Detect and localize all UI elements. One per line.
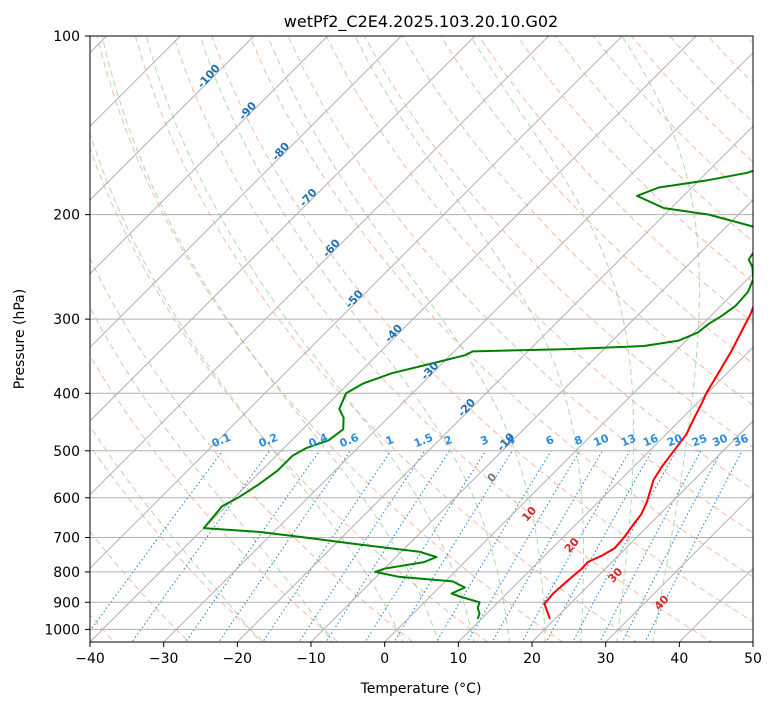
x-axis-ticks: −40 −30 −20 −10 0 10 20 30 40 50 bbox=[75, 642, 762, 667]
dry-adiabat bbox=[325, 36, 753, 491]
x-tick-label: 20 bbox=[523, 651, 541, 667]
x-tick-label: 10 bbox=[449, 651, 467, 667]
dry-adiabat bbox=[134, 36, 638, 642]
isotherm-line bbox=[383, 272, 753, 642]
mixing-ratio-label: 25 bbox=[690, 432, 709, 450]
mixing-ratio-label: 3 bbox=[478, 433, 490, 448]
y-tick-label: 400 bbox=[53, 386, 80, 402]
moist-adiabat bbox=[90, 425, 261, 642]
mixing-ratio-label: 2 bbox=[442, 433, 454, 448]
y-axis-label: Pressure (hPa) bbox=[12, 289, 28, 389]
x-axis-label: Temperature (°C) bbox=[360, 681, 482, 697]
isotherm-line bbox=[604, 493, 753, 642]
plot-frame bbox=[89, 35, 754, 643]
dry-adiabat bbox=[287, 36, 753, 534]
moist-adiabat bbox=[199, 36, 510, 642]
isotherm-line bbox=[90, 36, 403, 349]
mixing-ratio-label: 36 bbox=[731, 432, 750, 450]
dewpoint-profile-line bbox=[202, 169, 753, 620]
x-tick-label: −10 bbox=[296, 651, 326, 667]
x-tick-label: −20 bbox=[223, 651, 253, 667]
mixing-ratio-label: 10 bbox=[592, 432, 611, 450]
y-tick-label: 900 bbox=[53, 595, 80, 611]
y-tick-label: 700 bbox=[53, 531, 80, 547]
mixing-ratio-label: 20 bbox=[665, 432, 684, 450]
dry-adiabat bbox=[90, 146, 489, 642]
temperature-profile-line bbox=[543, 304, 753, 620]
dry-adiabat bbox=[90, 444, 265, 642]
isotherm-line bbox=[310, 199, 753, 642]
mixing-ratio-label: 30 bbox=[711, 432, 730, 450]
moist-adiabat bbox=[90, 132, 404, 642]
chart-series bbox=[202, 169, 753, 620]
x-tick-label: 50 bbox=[744, 651, 762, 667]
mixing-ratio-label: 1 bbox=[384, 433, 396, 448]
isotherm-line bbox=[90, 36, 550, 496]
y-tick-label: 1000 bbox=[44, 622, 80, 638]
y-axis-ticks: 100 200 300 400 500 600 700 800 900 1000 bbox=[44, 29, 90, 638]
mixing-ratio-label: 16 bbox=[641, 432, 660, 450]
dry-adiabat bbox=[90, 257, 414, 642]
dry-adiabat bbox=[478, 36, 753, 324]
moist-adiabat bbox=[354, 36, 584, 642]
isotherm-line bbox=[90, 36, 624, 570]
moist-adiabat bbox=[90, 306, 333, 642]
x-tick-label: −40 bbox=[75, 651, 105, 667]
isotherm-line bbox=[531, 420, 753, 642]
isotherm-line bbox=[90, 36, 255, 201]
dry-adiabat bbox=[440, 36, 753, 365]
dry-adiabat bbox=[249, 36, 753, 578]
x-tick-label: −30 bbox=[149, 651, 179, 667]
isotherm-line bbox=[90, 36, 329, 275]
y-tick-label: 300 bbox=[53, 312, 80, 328]
dry-adiabat bbox=[172, 36, 713, 642]
dry-adiabat bbox=[516, 36, 753, 283]
isotherm-line bbox=[162, 51, 753, 642]
y-tick-label: 100 bbox=[53, 29, 80, 45]
y-tick-label: 600 bbox=[53, 491, 80, 507]
x-tick-label: 40 bbox=[670, 651, 688, 667]
moist-adiabat bbox=[267, 36, 546, 642]
y-tick-label: 800 bbox=[53, 565, 80, 581]
isotherm-line bbox=[90, 36, 697, 642]
dry-adiabat bbox=[211, 36, 753, 623]
y-tick-label: 200 bbox=[53, 208, 80, 224]
moist-adiabat bbox=[469, 36, 634, 642]
x-tick-label: 0 bbox=[380, 651, 389, 667]
isotherm-line bbox=[90, 36, 476, 422]
dry-adiabat bbox=[90, 530, 190, 642]
moist-adiabat bbox=[145, 36, 475, 642]
isotherm-line bbox=[457, 346, 753, 642]
y-tick-label: 500 bbox=[53, 444, 80, 460]
mixing-ratio-label: 8 bbox=[572, 433, 584, 448]
isotherm-line bbox=[90, 36, 182, 128]
moist-adiabat bbox=[621, 36, 700, 642]
dry-adiabat bbox=[96, 36, 564, 642]
chart-title: wetPf2_C2E4.2025.103.20.10.G02 bbox=[284, 12, 558, 32]
moist-adiabat bbox=[101, 36, 440, 642]
mixing-ratio-label: 13 bbox=[619, 432, 638, 450]
x-tick-label: 30 bbox=[597, 651, 615, 667]
